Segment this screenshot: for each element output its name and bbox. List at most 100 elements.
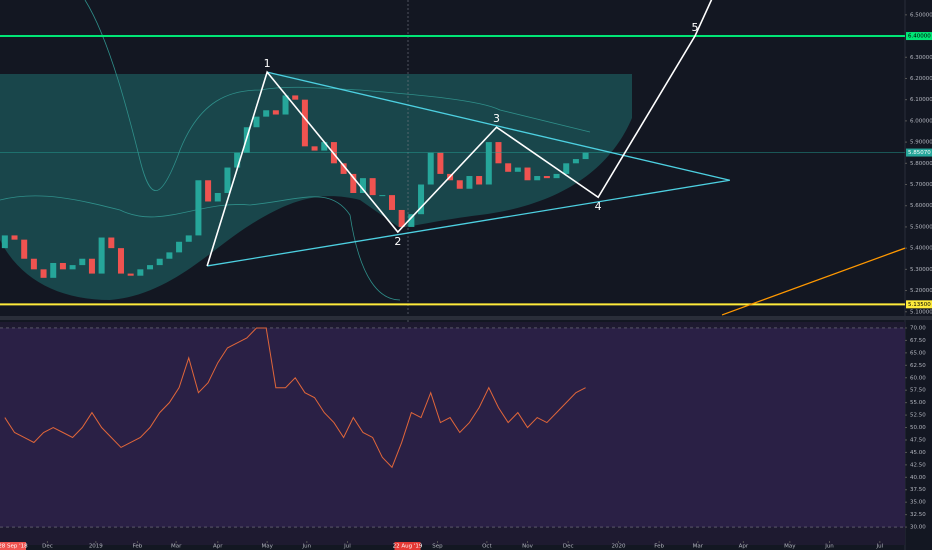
price-pane: 1 2 3 4 5	[0, 0, 905, 316]
x-tick-label: Dec	[563, 544, 574, 550]
y-tick-label: 67.50	[910, 338, 926, 344]
candle	[69, 265, 76, 270]
y-tick-label: 5.50000	[910, 224, 932, 230]
x-tick-label: May	[261, 544, 273, 550]
candle	[466, 176, 473, 189]
y-tick-label: 52.50	[910, 413, 926, 419]
candle	[272, 110, 279, 115]
candle	[379, 195, 386, 197]
wave-label: 1	[264, 57, 271, 70]
wave-line	[206, 0, 713, 267]
candle	[108, 237, 115, 249]
date-label: 28 Sep '18	[0, 544, 28, 550]
candle	[117, 248, 124, 274]
y-tick-label: 65.00	[910, 350, 926, 356]
candle	[389, 195, 396, 210]
rsi-line	[4, 327, 586, 469]
x-tick-label: 2019	[89, 544, 103, 550]
y-tick-label: 5.10000	[910, 309, 932, 315]
level-tag	[906, 300, 932, 309]
candle	[40, 269, 47, 278]
y-tick-label: 5.60000	[910, 203, 932, 209]
candle	[50, 262, 57, 278]
y-tick-label: 70.00	[910, 325, 926, 331]
date-tag	[394, 542, 421, 550]
x-tick-label: Jun	[302, 544, 312, 550]
candle	[79, 258, 86, 266]
candle	[311, 146, 318, 151]
candle	[553, 173, 560, 179]
y-tick-label: 57.50	[910, 388, 926, 394]
y-tick-label: 50.00	[910, 425, 926, 431]
x-tick-label: 2020	[611, 544, 625, 550]
x-tick-label: Nov	[522, 544, 533, 550]
candle	[176, 241, 183, 253]
trendline	[266, 71, 730, 181]
x-tick-label: Jun	[824, 544, 834, 550]
candle	[214, 192, 221, 202]
candle	[398, 209, 405, 227]
candle	[166, 252, 173, 259]
x-tick-label: Feb	[654, 544, 664, 550]
axes: 5.10000 5.20000 5.30000 5.40000 5.50000 5.600…	[0, 12, 932, 550]
candle	[301, 99, 308, 147]
x-tick-label: Dec	[42, 544, 53, 550]
candle	[88, 258, 95, 274]
level-label: 5.13500	[908, 302, 931, 308]
rsi-band	[0, 327, 905, 528]
rsi-pane	[0, 322, 905, 545]
candle	[418, 184, 425, 215]
x-tick-label: Feb	[133, 544, 143, 550]
y-tick-label: 62.50	[910, 363, 926, 369]
y-tick-label: 5.70000	[910, 182, 932, 188]
candle	[156, 258, 163, 266]
candle	[321, 142, 328, 151]
candle	[185, 235, 192, 242]
candle	[147, 265, 154, 270]
y-tick-label: 47.50	[910, 437, 926, 443]
x-tick-label: Sep	[432, 544, 443, 550]
candle	[359, 178, 366, 193]
candle	[543, 176, 550, 179]
candle	[30, 258, 37, 270]
candle	[514, 167, 521, 172]
candle	[127, 273, 134, 276]
candle	[21, 239, 28, 259]
candle	[205, 180, 212, 202]
candle	[263, 110, 270, 117]
x-tick-label: Jul	[343, 544, 351, 550]
y-tick-label: 6.20000	[910, 76, 932, 82]
y-tick-label: 45.00	[910, 450, 926, 456]
y-tick-label: 37.50	[910, 487, 926, 493]
candle	[340, 163, 347, 174]
x-tick-label: Mar	[693, 544, 704, 550]
wave-label: 5	[691, 21, 698, 34]
y-tick-label: 6.10000	[910, 97, 932, 103]
candle	[456, 180, 463, 189]
candle	[350, 173, 357, 193]
x-tick-label: Mar	[171, 544, 182, 550]
level-tag	[906, 32, 932, 41]
candle	[582, 152, 589, 160]
y-tick-label: 35.00	[910, 500, 926, 506]
y-tick-label: 6.30000	[910, 55, 932, 61]
candle	[195, 180, 202, 236]
wave-label: 2	[394, 235, 401, 248]
y-tick-label: 55.00	[910, 400, 926, 406]
y-tick-label: 60.00	[910, 375, 926, 381]
channel-fill	[0, 74, 632, 300]
y-tick-label: 5.80000	[910, 161, 932, 167]
y-tick-label: 42.50	[910, 462, 926, 468]
candle	[234, 152, 241, 168]
y-tick-label: 6.00000	[910, 118, 932, 124]
y-tick-label: 30.00	[910, 525, 926, 531]
candle	[282, 95, 289, 115]
band-lower	[0, 195, 401, 301]
candle	[137, 269, 144, 276]
x-tick-label: Oct	[482, 544, 492, 550]
candle	[253, 116, 260, 128]
last-price-label: 5.85070	[908, 150, 931, 156]
trendline	[207, 179, 730, 267]
y-tick-label: 5.20000	[910, 288, 932, 294]
